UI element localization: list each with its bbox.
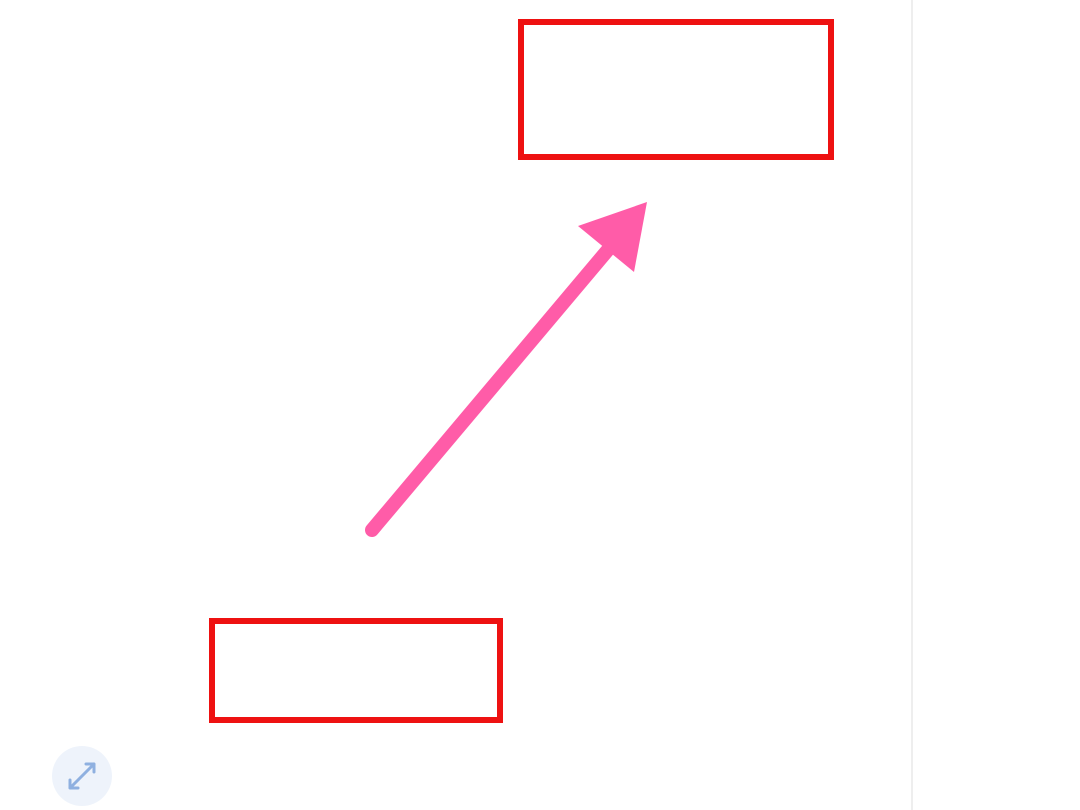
arrow (365, 202, 647, 537)
expand-button[interactable] (52, 746, 112, 806)
highlight-box (518, 19, 834, 160)
highlight-box (209, 618, 503, 723)
